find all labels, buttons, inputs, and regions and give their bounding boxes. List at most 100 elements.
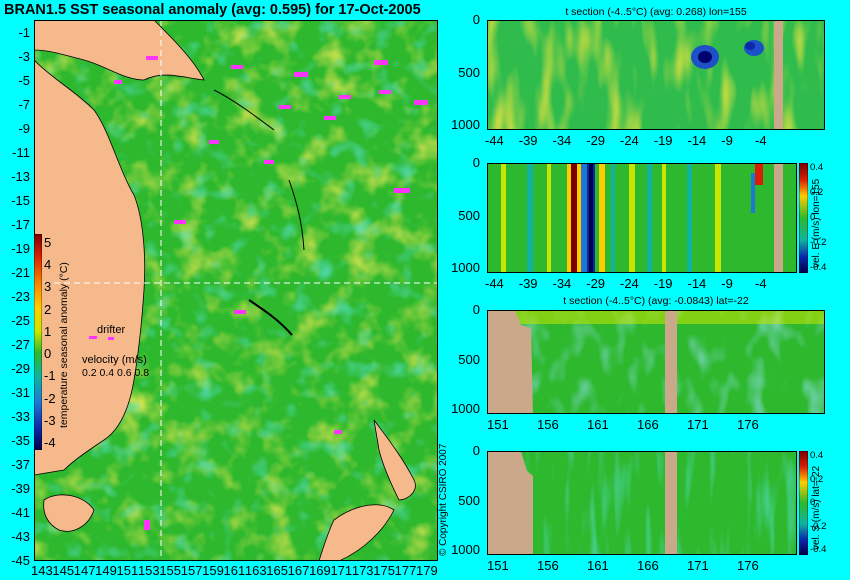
- colorbar-tick: 5: [44, 235, 52, 250]
- map-x-tick: 161: [223, 563, 246, 578]
- copyright: © Copyright CSIRO 2007: [438, 443, 449, 556]
- panel-x-tick: -19: [653, 276, 673, 291]
- panel-x-tick: -24: [620, 133, 639, 148]
- panel-x-tick: -14: [687, 133, 707, 148]
- vel-s-colorbar: [799, 451, 808, 555]
- panel-y-tick: 1000: [451, 541, 480, 557]
- panel-x-tick: 161: [587, 417, 609, 432]
- panel-x-tick: -44: [485, 133, 504, 148]
- panel-x-tick: 171: [687, 558, 709, 573]
- colorbar-tick: -4: [44, 435, 56, 450]
- map-y-tick: -41: [11, 505, 30, 520]
- colorbar-tick: 2: [44, 301, 52, 317]
- map-x-tick: 177: [394, 563, 417, 578]
- colorbar-tick: -3: [44, 412, 56, 428]
- panel-y-tick: 1000: [451, 400, 480, 416]
- map-x-tick: 155: [159, 563, 182, 578]
- panel-y-tick: 1000: [451, 259, 480, 275]
- new-caledonia: [248, 299, 293, 336]
- drifter-legend-marker: [108, 337, 114, 340]
- map-y-tick: -11: [12, 145, 30, 160]
- panel-y-tick: 0: [472, 12, 480, 27]
- section-colorbar-tick: 0.2: [810, 187, 824, 198]
- panel-y-tick: 1000: [451, 116, 480, 132]
- section-colorbar-tick: -0.4: [810, 262, 827, 273]
- panel-vel-s-section: [487, 451, 797, 555]
- map-x-tick: 167: [287, 563, 310, 578]
- panel-y-tick: 500: [458, 64, 480, 80]
- map-x-tick: 163: [244, 563, 267, 578]
- section-colorbar-tick: -0.2: [810, 237, 827, 248]
- panel-x-tick: -19: [653, 133, 673, 148]
- map-x-tick: 153: [137, 563, 160, 578]
- panel-x-tick: 161: [587, 558, 609, 573]
- colorbar-label: temperature seasonal anomaly (°C): [58, 262, 70, 428]
- panel-x-tick: -4: [755, 133, 767, 148]
- nz-south-island: [318, 504, 395, 561]
- map-y-tick: -35: [11, 433, 30, 448]
- map-y-tick: -13: [11, 169, 30, 184]
- map-y-tick: -27: [11, 337, 30, 352]
- panel-y-tick: 500: [458, 492, 480, 508]
- panel-vel-e-section: [487, 163, 797, 273]
- nz-north-island: [373, 419, 416, 501]
- map-y-tick: -29: [11, 361, 30, 376]
- panel-x-tick: -29: [586, 133, 606, 148]
- panel-t-section-lat: [487, 310, 825, 414]
- map-x-tick: 165: [266, 563, 288, 578]
- map-colorbar: [34, 234, 42, 450]
- section-colorbar-tick: -0.4: [810, 544, 827, 555]
- panel-x-tick: -9: [721, 133, 733, 148]
- panel-x-tick: -34: [552, 276, 572, 291]
- section-colorbar-tick: 0.4: [810, 450, 824, 461]
- panel-x-tick: -39: [518, 133, 538, 148]
- section-colorbar-tick: 0.2: [810, 473, 824, 485]
- t-section-lon-title: t section (-4..5°C) (avg: 0.268) lon=155: [565, 6, 747, 18]
- map-x-tick: 173: [351, 563, 374, 578]
- map-y-tick: -9: [18, 121, 30, 136]
- map-y-tick: -39: [11, 481, 30, 496]
- chart-title: BRAN1.5 SST seasonal anomaly (avg: 0.595…: [4, 2, 421, 18]
- section-colorbar-tick: -0.2: [810, 520, 827, 532]
- section-colorbar-tick: 0.4: [810, 162, 824, 173]
- panel-x-tick: 166: [637, 417, 659, 432]
- map-x-tick: 159: [202, 563, 224, 578]
- australia-land: [34, 59, 146, 476]
- panel-x-tick: 156: [537, 558, 559, 573]
- vel-e-stripes: [501, 163, 763, 273]
- vanuatu: [288, 179, 305, 251]
- panel-x-tick: 166: [637, 558, 659, 573]
- colorbar-tick: 1: [44, 323, 52, 339]
- map-y-tick: -23: [11, 289, 30, 304]
- colorbar-tick: -2: [44, 390, 56, 406]
- map-y-tick: -15: [11, 193, 30, 208]
- map-x-tick: 151: [116, 563, 139, 578]
- panel-t-section-lon: [487, 20, 825, 130]
- map-x-tick: 147: [73, 563, 96, 578]
- panel-x-tick: 151: [487, 558, 509, 573]
- panel-x-tick: 176: [737, 558, 759, 573]
- colorbar-tick: 3: [44, 279, 52, 295]
- map-y-tick: -19: [11, 241, 30, 256]
- map-y-tick: -45: [11, 553, 30, 568]
- map-y-tick: -1: [18, 25, 30, 40]
- vel-e-colorbar: [799, 163, 808, 273]
- panel-x-tick: 176: [737, 417, 759, 432]
- panel-x-tick: 156: [537, 417, 559, 432]
- t-section-lat-title: t section (-4..5°C) (avg: -0.0843) lat=-…: [563, 295, 749, 307]
- map-x-tick: 157: [180, 563, 203, 578]
- panel-y-tick: 500: [458, 351, 480, 367]
- tasmania-land: [43, 494, 95, 532]
- map-x-tick: 179: [416, 563, 438, 578]
- colorbar-tick: -1: [44, 368, 56, 384]
- map-x-tick: 145: [52, 563, 75, 578]
- drifter-markers: [89, 56, 428, 530]
- map-y-tick: -17: [11, 217, 30, 232]
- map-y-tick: -3: [18, 49, 30, 64]
- map-y-tick: -7: [18, 97, 30, 112]
- map-x-tick: 143: [31, 563, 53, 578]
- velocity-label: velocity (m/s): [82, 354, 147, 366]
- sst-map: [34, 20, 438, 561]
- panel-x-tick: -39: [518, 276, 538, 291]
- map-y-tick: -31: [11, 385, 30, 400]
